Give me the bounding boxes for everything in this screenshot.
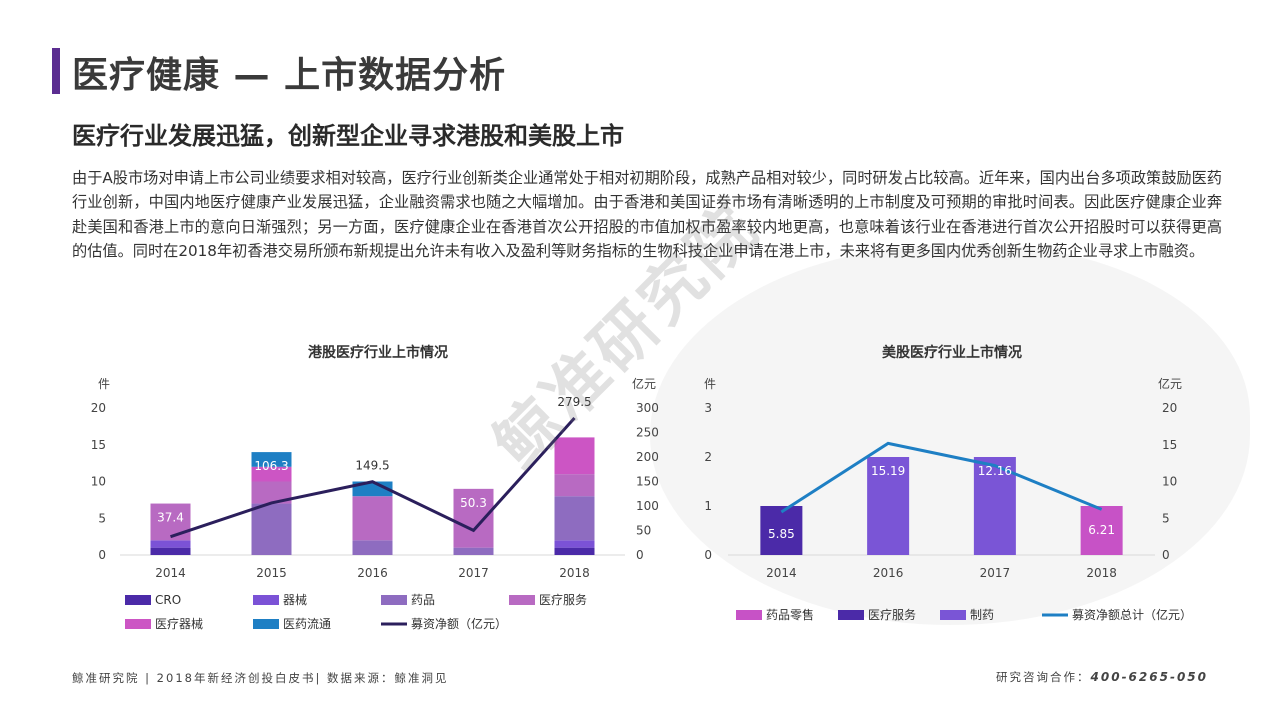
hk-bar [251, 452, 292, 467]
hk-bar [554, 547, 595, 555]
hk-bar [453, 547, 494, 555]
footer-phone: 400-6265-050 [1090, 670, 1208, 684]
hk-legend-label: 募资净额（亿元） [411, 616, 507, 631]
hk-legend-label: 医药流通 [283, 617, 331, 631]
us-legend-swatch [940, 610, 966, 620]
hk-xtick: 2016 [357, 566, 388, 580]
hk-ytick-left: 15 [91, 438, 106, 452]
us-bar [867, 457, 910, 555]
hk-xtick: 2017 [458, 566, 489, 580]
watermark-shape [650, 245, 1250, 625]
hk-ytick-left: 5 [98, 511, 106, 525]
hk-bar [554, 540, 595, 548]
us-legend-label: 募资净额总计（亿元） [1072, 607, 1192, 622]
us-bar [973, 457, 1016, 555]
title-accent-bar [52, 48, 60, 94]
us-ytick-right: 20 [1162, 401, 1177, 415]
us-bar [1080, 506, 1123, 555]
hk-legend-label: 器械 [283, 592, 307, 607]
hk-legend-label: 药品 [411, 593, 435, 607]
us-xtick: 2018 [1086, 566, 1117, 580]
hk-ytick-right: 250 [636, 426, 659, 440]
hk-bar [352, 496, 393, 541]
us-title: 美股医疗行业上市情况 [882, 344, 1022, 361]
hk-ytick-right: 300 [636, 401, 659, 415]
hk-ytick-right: 0 [636, 548, 644, 562]
hk-legend-swatch [125, 595, 151, 605]
hk-bar [554, 437, 595, 475]
us-ytick-left: 0 [704, 548, 712, 562]
us-ylabel-right: 亿元 [1158, 376, 1182, 391]
footer-source: 鲸准研究院 | 2018年新经济创投白皮书| 数据来源：鲸准洞见 [72, 671, 449, 685]
page-title: 医疗健康 — 上市数据分析 [72, 55, 507, 96]
us-ylabel-left: 件 [704, 377, 716, 391]
us-legend-label: 药品零售 [766, 607, 814, 622]
hk-bar [554, 474, 595, 497]
hk-ytick-left: 10 [91, 475, 106, 489]
hk-legend-label: 医疗器械 [155, 616, 203, 631]
hk-ytick-left: 0 [98, 548, 106, 562]
hk-data-label: 279.5 [557, 395, 591, 409]
footer-contact: 研究咨询合作：400-6265-050 [996, 669, 1208, 685]
us-ytick-right: 10 [1162, 475, 1177, 489]
us-ytick-right: 0 [1162, 548, 1170, 562]
us-data-label: 6.21 [1088, 523, 1115, 537]
us-data-label: 12.16 [978, 464, 1012, 478]
hk-ytick-right: 150 [636, 475, 659, 489]
footer-contact-label: 研究咨询合作： [996, 670, 1091, 684]
us-ytick-right: 15 [1162, 438, 1177, 452]
hk-legend-swatch [253, 595, 279, 605]
us-ytick-left: 3 [704, 401, 712, 415]
us-legend-label: 医疗服务 [868, 607, 916, 622]
hk-legend-swatch [509, 595, 535, 605]
hk-data-label: 106.3 [254, 459, 288, 473]
hk-legend-swatch [125, 619, 151, 629]
us-legend-label: 制药 [970, 608, 994, 622]
hk-bar [453, 488, 494, 548]
hk-legend-swatch [253, 619, 279, 629]
hk-ytick-right: 50 [636, 524, 651, 538]
hk-bar [150, 547, 191, 555]
hk-legend-label: 医疗服务 [539, 592, 587, 607]
hk-bar [554, 496, 595, 541]
page-subtitle: 医疗行业发展迅猛，创新型企业寻求港股和美股上市 [72, 122, 624, 150]
hk-legend-label: CRO [155, 593, 181, 607]
hk-data-label: 37.4 [157, 511, 184, 525]
us-xtick: 2016 [873, 566, 904, 580]
hk-bar [251, 503, 292, 555]
hk-ytick-right: 100 [636, 499, 659, 513]
hk-xtick: 2018 [559, 566, 590, 580]
us-bar [760, 506, 803, 555]
hk-data-label: 149.5 [355, 459, 389, 473]
hk-bar [352, 540, 393, 555]
hk-legend-swatch [381, 595, 407, 605]
hk-bar [150, 540, 191, 548]
hk-title: 港股医疗行业上市情况 [308, 344, 448, 361]
hk-xtick: 2014 [155, 566, 186, 580]
us-ytick-right: 5 [1162, 511, 1170, 525]
hk-bar [251, 466, 292, 482]
hk-ytick-right: 200 [636, 450, 659, 464]
us-xtick: 2017 [980, 566, 1011, 580]
hk-xtick: 2015 [256, 566, 287, 580]
us-ytick-left: 2 [704, 450, 712, 464]
intro-paragraph: 由于A股市场对申请上市公司业绩要求相对较高，医疗行业创新类企业通常处于相对初期阶… [72, 169, 1222, 261]
us-data-label: 15.19 [871, 464, 905, 478]
hk-ylabel-left: 件 [98, 377, 110, 391]
us-xtick: 2014 [766, 566, 797, 580]
hk-data-label: 50.3 [460, 496, 487, 510]
hk-ytick-left: 20 [91, 401, 106, 415]
hk-line-series [170, 417, 576, 539]
hk-bar [251, 481, 292, 504]
hk-bar [150, 503, 191, 541]
us-ytick-left: 1 [704, 499, 712, 513]
hk-ylabel-right: 亿元 [632, 376, 656, 391]
us-data-label: 5.85 [768, 527, 795, 541]
us-legend-swatch [736, 610, 762, 620]
us-legend-swatch [838, 610, 864, 620]
us-line-series [780, 441, 1103, 514]
